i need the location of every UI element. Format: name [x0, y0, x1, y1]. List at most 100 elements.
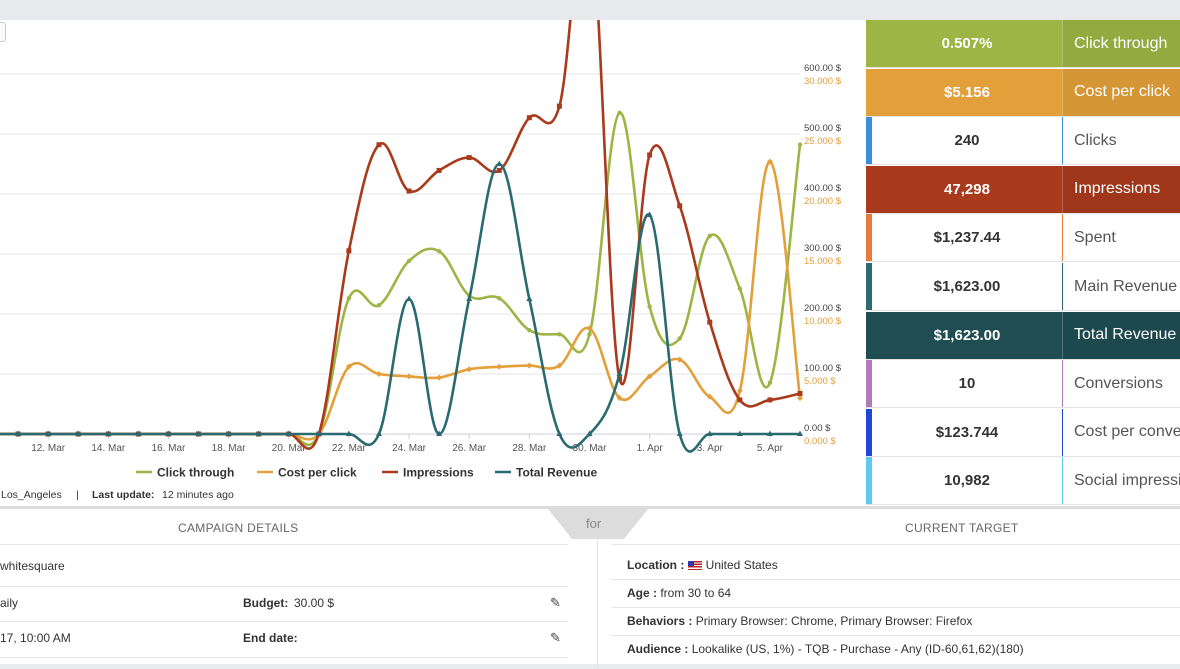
metric-color-stripe — [866, 457, 872, 505]
data-point-total-revenue — [556, 430, 563, 436]
data-point-total-revenue — [526, 295, 533, 301]
metric-label: Social impressi — [1062, 457, 1180, 505]
audience-label: Audience : — [627, 642, 689, 656]
metric-value: $1,623.00 — [933, 278, 1001, 295]
metric-main-revenue[interactable]: $1,623.00 Main Revenue — [866, 263, 1180, 311]
data-point-cost-per-click — [586, 325, 593, 332]
data-point-total-revenue — [616, 370, 623, 376]
y-axis-cpc-label: 25.000 $ — [804, 136, 842, 147]
data-point-click-through — [406, 258, 412, 264]
data-point-click-through — [707, 233, 712, 239]
frequency-value: aily — [0, 596, 19, 610]
y-axis-revenue-label: 500.00 $ — [804, 123, 842, 134]
metric-spent[interactable]: $1,237.44 Spent — [866, 214, 1180, 263]
metric-cost-per-click[interactable]: $5.156 Cost per click — [866, 68, 1180, 117]
x-tick-label: 16. Mar — [151, 443, 186, 454]
data-point-click-through — [737, 286, 743, 291]
x-tick-label: 22. Mar — [332, 443, 367, 454]
metric-color-stripe — [866, 68, 872, 116]
metric-label: Total Revenue — [1062, 311, 1180, 359]
metric-clicks[interactable]: 240 Clicks — [866, 117, 1180, 166]
metric-label: Click through — [1062, 20, 1180, 67]
data-point-total-revenue — [676, 430, 683, 436]
data-point-click-through — [617, 110, 622, 115]
metric-color-stripe — [866, 20, 872, 67]
legend-label: Total Revenue — [516, 466, 597, 480]
y-axis-cpc-label: 5.000 $ — [804, 376, 836, 387]
legend-item-click-through[interactable]: Click through — [136, 466, 234, 480]
data-point-cost-per-click — [526, 362, 533, 369]
data-point-click-through — [497, 296, 502, 301]
divider — [0, 621, 568, 622]
metric-conversions[interactable]: 10 Conversions — [866, 360, 1180, 409]
x-tick-label: 12. Mar — [31, 443, 66, 454]
data-point-impressions — [406, 188, 412, 194]
x-tick-label: 18. Mar — [212, 443, 247, 454]
metric-color-stripe — [866, 117, 872, 165]
end-date-label: End date: — [243, 631, 298, 645]
data-point-total-revenue — [375, 430, 382, 436]
metric-color-stripe — [866, 214, 872, 262]
series-line-click-through — [0, 111, 802, 447]
divider — [0, 544, 568, 545]
data-point-total-revenue — [706, 430, 713, 436]
x-tick-label: 14. Mar — [91, 443, 126, 454]
data-point-total-revenue — [797, 430, 803, 436]
data-point-impressions — [797, 391, 803, 396]
data-point-total-revenue — [406, 295, 413, 301]
metric-social-impressi[interactable]: 10,982 Social impressi — [866, 457, 1180, 506]
legend-item-total-revenue[interactable]: Total Revenue — [495, 466, 597, 480]
data-point-impressions — [677, 203, 683, 209]
metric-label: Cost per conve — [1062, 408, 1180, 456]
edit-end-date-icon[interactable]: ✎ — [550, 630, 561, 645]
data-point-total-revenue — [195, 430, 202, 436]
data-point-impressions — [707, 319, 713, 325]
data-point-click-through — [557, 332, 562, 337]
data-point-total-revenue — [105, 430, 112, 436]
data-point-impressions — [466, 155, 472, 161]
legend-item-impressions[interactable]: Impressions — [382, 466, 474, 480]
chart-menu-button[interactable] — [0, 22, 6, 42]
budget-label: Budget: — [243, 596, 289, 610]
data-point-cost-per-click — [616, 395, 623, 401]
data-point-total-revenue — [586, 430, 593, 436]
data-point-cost-per-click — [646, 373, 653, 380]
data-point-click-through — [346, 296, 352, 301]
metric-color-stripe — [866, 165, 872, 213]
budget-value: 30.00 $ — [294, 596, 335, 610]
data-point-total-revenue — [646, 211, 653, 217]
y-axis-revenue-label: 400.00 $ — [804, 183, 842, 194]
data-point-total-revenue — [15, 430, 22, 436]
x-tick-label: 28. Mar — [512, 443, 547, 454]
metric-impressions[interactable]: 47,298 Impressions — [866, 165, 1180, 214]
legend-label: Cost per click — [278, 466, 357, 480]
metrics-panel: 0.507% Click through $5.156 Cost per click 2… — [866, 20, 1180, 506]
legend-item-cost-per-click[interactable]: Cost per click — [257, 466, 357, 480]
series-line-impressions — [0, 20, 801, 450]
data-point-click-through — [767, 380, 773, 385]
metric-total-revenue[interactable]: $1,623.00 Total Revenue — [866, 311, 1180, 360]
metric-click-through[interactable]: 0.507% Click through — [866, 20, 1180, 68]
data-point-cost-per-click — [436, 374, 443, 381]
data-point-impressions — [496, 167, 502, 173]
footer-separator: | — [76, 489, 79, 501]
data-point-impressions — [767, 397, 773, 403]
data-point-total-revenue — [345, 430, 352, 436]
legend-label: Impressions — [403, 466, 474, 480]
audience-value: Lookalike (US, 1%) - TQB - Purchase - An… — [691, 642, 1024, 656]
data-point-impressions — [346, 248, 352, 254]
series-line-total-revenue — [0, 162, 800, 453]
metric-value: $5.156 — [944, 83, 990, 101]
audience-row: Audience : Lookalike (US, 1%) - TQB - Pu… — [627, 642, 1024, 656]
data-point-total-revenue — [45, 430, 52, 436]
data-point-total-revenue — [315, 430, 322, 436]
metric-cost-per-conve[interactable]: $123.744 Cost per conve — [866, 408, 1180, 457]
metric-value: 47,298 — [944, 180, 990, 198]
metric-color-stripe — [866, 408, 872, 456]
data-point-click-through — [647, 304, 652, 309]
divider — [612, 579, 1180, 580]
data-point-click-through — [797, 142, 803, 147]
edit-budget-icon[interactable]: ✎ — [550, 595, 561, 610]
data-point-total-revenue — [165, 430, 172, 436]
